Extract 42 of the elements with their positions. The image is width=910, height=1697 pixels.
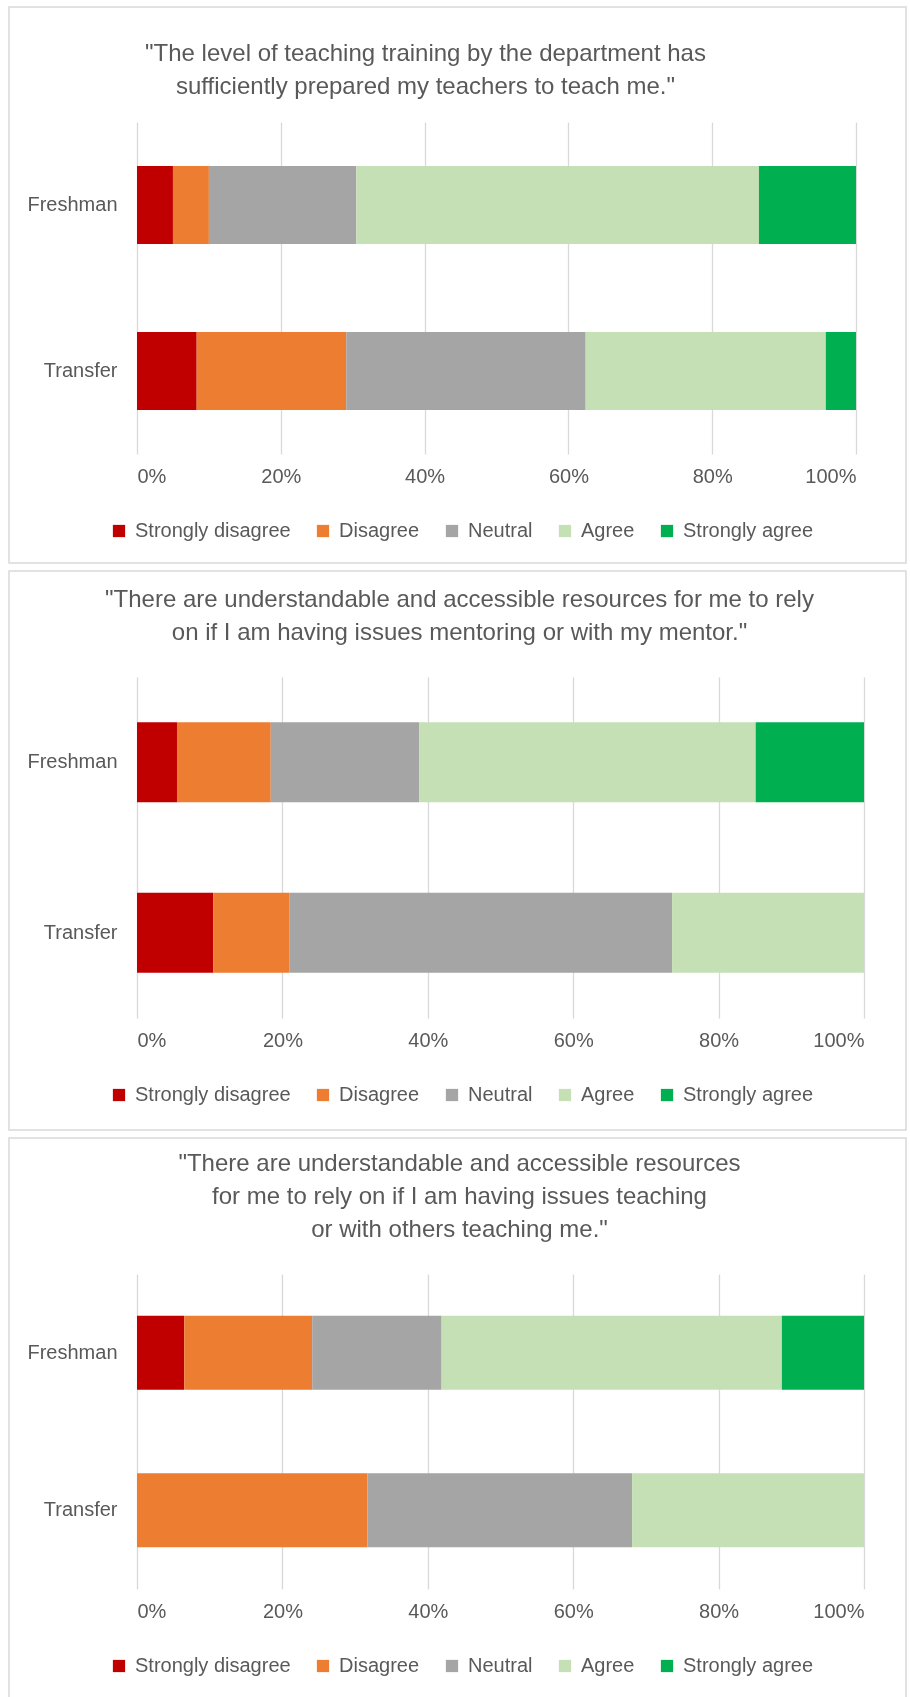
x-tick-label: 80% — [692, 464, 733, 487]
y-tick-label: Freshman — [27, 750, 118, 773]
y-tick-label: Freshman — [27, 1340, 118, 1363]
chart-title: "There are understandable and accessible resources for me to rely on if I am having issues mentoring or with my mentor." — [105, 585, 814, 646]
legend-label: Strongly agree — [683, 519, 814, 541]
y-tick-label: Freshman — [27, 193, 118, 215]
x-tick-label: 60% — [553, 1028, 594, 1051]
y-tick-label: Transfer — [43, 359, 118, 381]
x-tick-label: 20% — [262, 1599, 304, 1622]
x-tick-label: 0% — [137, 1028, 167, 1051]
x-tick-label: 0% — [137, 464, 167, 487]
chart-title: "There are understandable and accessible resources for me to rely on if I am having issues teaching or with others teaching me." — [178, 1149, 741, 1243]
legend-label: Strongly disagree — [135, 1083, 291, 1105]
x-tick-label: 100% — [813, 1599, 865, 1622]
legend-label: Disagree — [339, 519, 420, 541]
x-tick-label: 60% — [548, 464, 590, 487]
legend-label: Disagree — [339, 1654, 420, 1676]
x-tick-label: 80% — [699, 1028, 740, 1051]
legend-label: Agree — [581, 1654, 635, 1676]
x-tick-label: 0% — [137, 1599, 167, 1622]
x-tick-label: 40% — [408, 1599, 449, 1622]
y-tick-label: Transfer — [43, 1498, 118, 1521]
x-tick-label: 80% — [699, 1599, 740, 1622]
legend-label: Disagree — [339, 1083, 420, 1105]
legend-label: Neutral — [468, 1654, 533, 1676]
legend-label: Strongly disagree — [135, 1654, 291, 1676]
legend-label: Strongly agree — [683, 1083, 814, 1105]
legend-label: Strongly agree — [683, 1654, 814, 1676]
x-tick-label: 20% — [262, 1028, 304, 1051]
x-tick-label: 60% — [553, 1599, 594, 1622]
legend-label: Neutral — [468, 1083, 533, 1105]
x-tick-label: 20% — [261, 464, 302, 487]
chart-title: "The level of teaching training by the department has sufficiently prepared my teachers to teach me." — [145, 39, 706, 100]
legend-label: Strongly disagree — [135, 519, 291, 541]
x-tick-label: 100% — [805, 464, 857, 487]
x-tick-label: 40% — [408, 1028, 449, 1051]
x-tick-label: 100% — [813, 1028, 865, 1051]
x-tick-label: 40% — [405, 464, 446, 487]
legend-label: Agree — [581, 519, 635, 541]
legend-label: Agree — [581, 1083, 635, 1105]
legend-label: Neutral — [468, 519, 533, 541]
y-tick-label: Transfer — [43, 920, 118, 943]
